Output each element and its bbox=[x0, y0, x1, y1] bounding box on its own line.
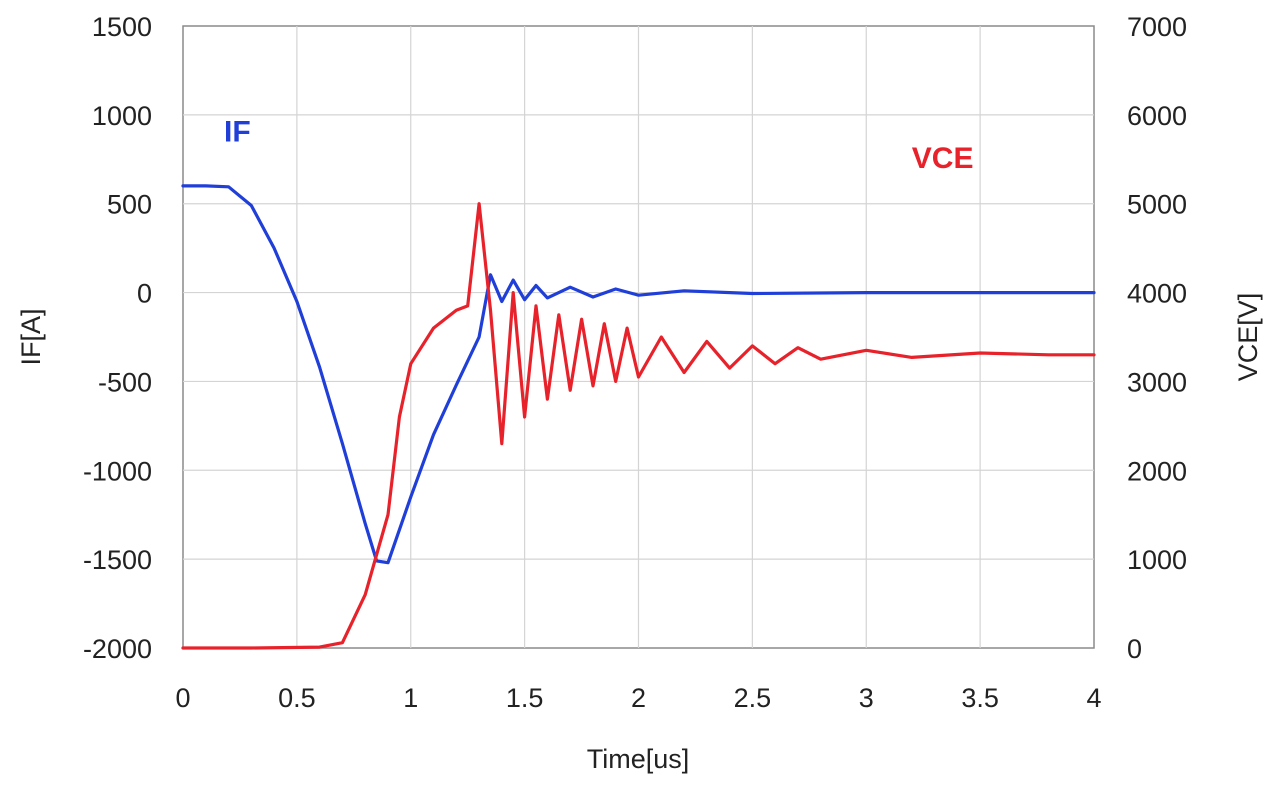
y-right-tick-label: 4000 bbox=[1127, 279, 1187, 309]
y-right-tick-label: 2000 bbox=[1127, 456, 1187, 486]
y-right-axis-title: VCE[V] bbox=[1233, 293, 1263, 382]
x-tick-label: 3 bbox=[859, 683, 874, 713]
y-right-tick-label: 0 bbox=[1127, 634, 1142, 664]
x-axis-title: Time[us] bbox=[587, 744, 690, 774]
x-tick-label: 1 bbox=[403, 683, 418, 713]
y-left-tick-label: -2000 bbox=[83, 634, 152, 664]
y-left-tick-label: 1500 bbox=[92, 12, 152, 42]
y-right-tick-label: 7000 bbox=[1127, 12, 1187, 42]
tick-labels: 0 0.5 1 1.5 2 2.5 3 3.5 4150010005000-500-1000-1… bbox=[83, 12, 1187, 713]
y-left-tick-label: 1000 bbox=[92, 101, 152, 131]
y-left-tick-label: 500 bbox=[107, 190, 152, 220]
x-tick-label: 0.5 bbox=[278, 683, 316, 713]
x-tick-label: 0 bbox=[175, 683, 190, 713]
x-tick-label: 2 bbox=[631, 683, 646, 713]
y-left-tick-label: -500 bbox=[98, 367, 152, 397]
x-tick-label: 1.5 bbox=[506, 683, 544, 713]
x-tick-label: 4 bbox=[1086, 683, 1101, 713]
x-tick-label: 3.5 bbox=[961, 683, 999, 713]
y-right-tick-label: 5000 bbox=[1127, 190, 1187, 220]
y-right-tick-label: 3000 bbox=[1127, 367, 1187, 397]
series-label-vce: VCE bbox=[912, 142, 974, 175]
grid-lines bbox=[183, 26, 1094, 648]
series-line-vce bbox=[181, 202, 1096, 650]
y-left-axis-title: IF[A] bbox=[16, 308, 46, 365]
series-labels: IF VCE bbox=[224, 116, 973, 176]
y-left-tick-label: -1500 bbox=[83, 545, 152, 575]
series-label-if: IF bbox=[224, 116, 251, 149]
y-left-tick-label: -1000 bbox=[83, 456, 152, 486]
x-tick-label: 2.5 bbox=[734, 683, 772, 713]
y-right-tick-label: 1000 bbox=[1127, 545, 1187, 575]
y-left-tick-label: 0 bbox=[137, 279, 152, 309]
y-right-tick-label: 6000 bbox=[1127, 101, 1187, 131]
series-line-if bbox=[181, 184, 1096, 565]
series-lines bbox=[181, 184, 1096, 650]
